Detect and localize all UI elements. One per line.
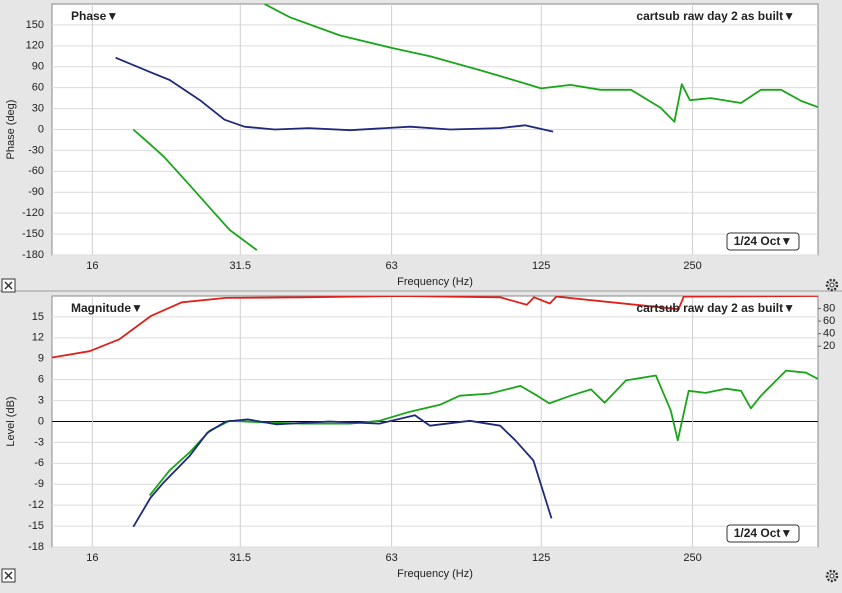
- measurement-name[interactable]: cartsub raw day 2 as built▼: [636, 9, 795, 23]
- x-tick-label: 125: [532, 552, 550, 564]
- x-tick-label: 63: [385, 552, 397, 564]
- x-tick-label: 31.5: [230, 552, 251, 564]
- settings-button[interactable]: [825, 278, 839, 292]
- x-axis-label: Frequency (Hz): [397, 276, 473, 288]
- y-tick-label: 12: [32, 332, 44, 344]
- y-tick-label: 90: [32, 61, 44, 73]
- chart-panel: -18 -15 -12 -9 -6 -3 0 3 6 9 12 15 16 31.5 63 125 250 204…: [5, 295, 835, 580]
- measurement-name[interactable]: cartsub raw day 2 as built▼: [636, 301, 795, 315]
- chart-panel: -180 -150 -120 -90 -60 -30 0 30 60 90 120 150 16 31.5…: [5, 3, 819, 288]
- series-line: [52, 296, 818, 359]
- y-axis-label: Level (dB): [5, 396, 17, 446]
- y2-tick-label: 20: [823, 340, 835, 352]
- y-tick-label: 15: [32, 311, 44, 323]
- x-axis-label: Frequency (Hz): [397, 568, 473, 580]
- smoothing-box: [726, 232, 800, 251]
- y-tick-label: -120: [22, 207, 44, 219]
- series-line: [115, 56, 554, 133]
- series-line: [264, 4, 818, 123]
- x-tick-label: 16: [86, 260, 98, 272]
- y2-tick-label: 40: [823, 328, 835, 340]
- smoothing-box: [726, 524, 800, 543]
- y-tick-label: -9: [34, 478, 44, 490]
- x-tick-label: 16: [86, 552, 98, 564]
- x-tick-label: 31.5: [230, 260, 251, 272]
- y2-tick-label: 80: [823, 302, 835, 314]
- x-tick-label: 250: [683, 260, 701, 272]
- y-tick-label: 30: [32, 102, 44, 114]
- series-line: [132, 128, 258, 251]
- y-tick-label: 9: [38, 353, 44, 365]
- y-tick-label: -6: [34, 457, 44, 469]
- x-tick-label: 250: [683, 552, 701, 564]
- y2-tick-label: 60: [823, 315, 835, 327]
- y-tick-label: -3: [34, 436, 44, 448]
- y-tick-label: -180: [22, 249, 44, 261]
- y-tick-label: 0: [38, 415, 44, 427]
- y-tick-label: 3: [38, 394, 44, 406]
- x-tick-label: 63: [385, 260, 397, 272]
- close-button[interactable]: [1, 568, 16, 583]
- smoothing-label[interactable]: 1/24 Oct▼: [734, 234, 793, 248]
- y-tick-label: -90: [28, 186, 44, 198]
- x-tick-label: 125: [532, 260, 550, 272]
- series-line: [132, 414, 553, 528]
- y-axis-label: Phase (deg): [5, 100, 17, 160]
- close-button[interactable]: [1, 278, 16, 293]
- y-tick-label: -30: [28, 144, 44, 156]
- y-tick-label: -60: [28, 165, 44, 177]
- y-tick-label: -15: [28, 520, 44, 532]
- y-tick-label: -150: [22, 228, 44, 240]
- y-tick-label: 6: [38, 374, 44, 386]
- chart-title[interactable]: Magnitude▼: [71, 301, 143, 315]
- y-tick-label: 150: [26, 19, 44, 31]
- y-tick-label: 60: [32, 82, 44, 94]
- settings-button[interactable]: [825, 569, 839, 583]
- y-tick-label: -18: [28, 541, 44, 553]
- smoothing-label[interactable]: 1/24 Oct▼: [734, 526, 793, 540]
- y-tick-label: 120: [26, 40, 44, 52]
- chart-title[interactable]: Phase▼: [71, 9, 118, 23]
- y-tick-label: 0: [38, 123, 44, 135]
- y-tick-label: -12: [28, 499, 44, 511]
